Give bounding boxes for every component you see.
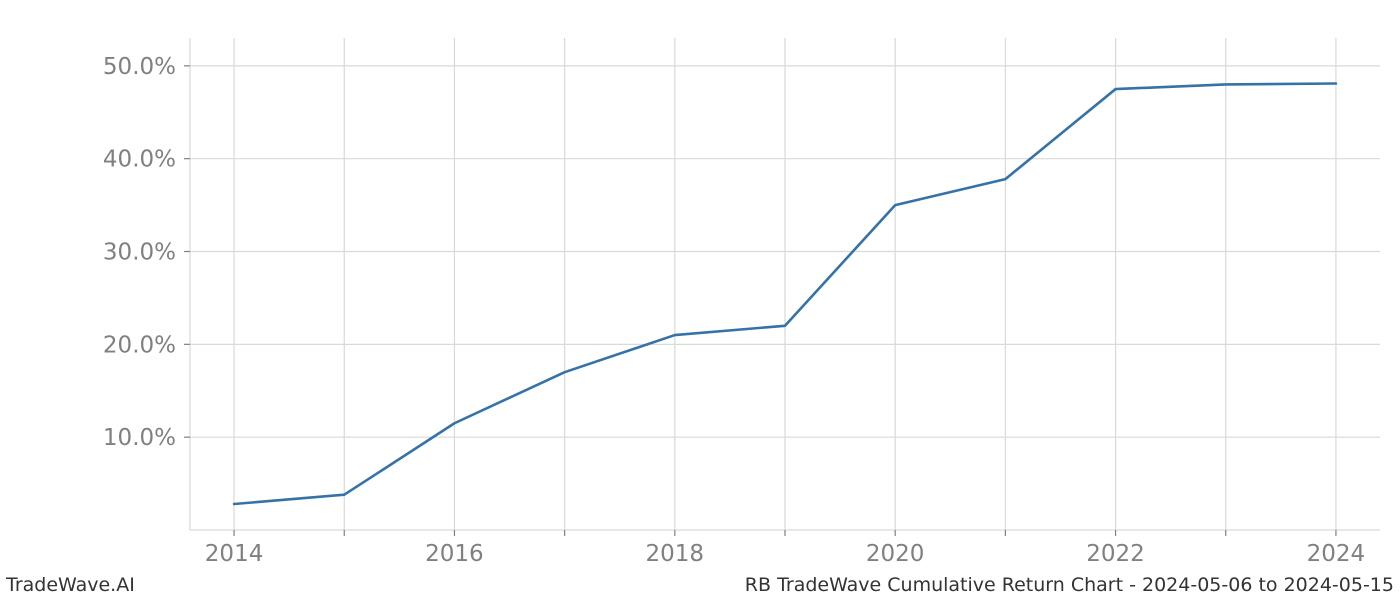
x-tick-label: 2016 (425, 541, 484, 567)
footer-left-text: TradeWave.AI (6, 574, 135, 596)
y-tick-label: 40.0% (103, 147, 176, 173)
x-tick-label: 2018 (646, 541, 705, 567)
y-tick-label: 50.0% (103, 54, 176, 80)
chart-container: 2014 2016 2018 2020 2022 2024 10.0% 20.0% 30.0% 4… (0, 0, 1400, 600)
y-tick-label: 10.0% (103, 425, 176, 451)
x-tick-label: 2014 (205, 541, 264, 567)
x-tick-label: 2022 (1086, 541, 1145, 567)
x-tick-label: 2020 (866, 541, 925, 567)
y-tick-label: 30.0% (103, 240, 176, 266)
line-chart: 2014 2016 2018 2020 2022 2024 10.0% 20.0% 30.0% 4… (0, 0, 1400, 600)
footer-right-text: RB TradeWave Cumulative Return Chart - 2… (745, 574, 1394, 596)
x-tick-label: 2024 (1307, 541, 1366, 567)
y-tick-label: 20.0% (103, 332, 176, 358)
